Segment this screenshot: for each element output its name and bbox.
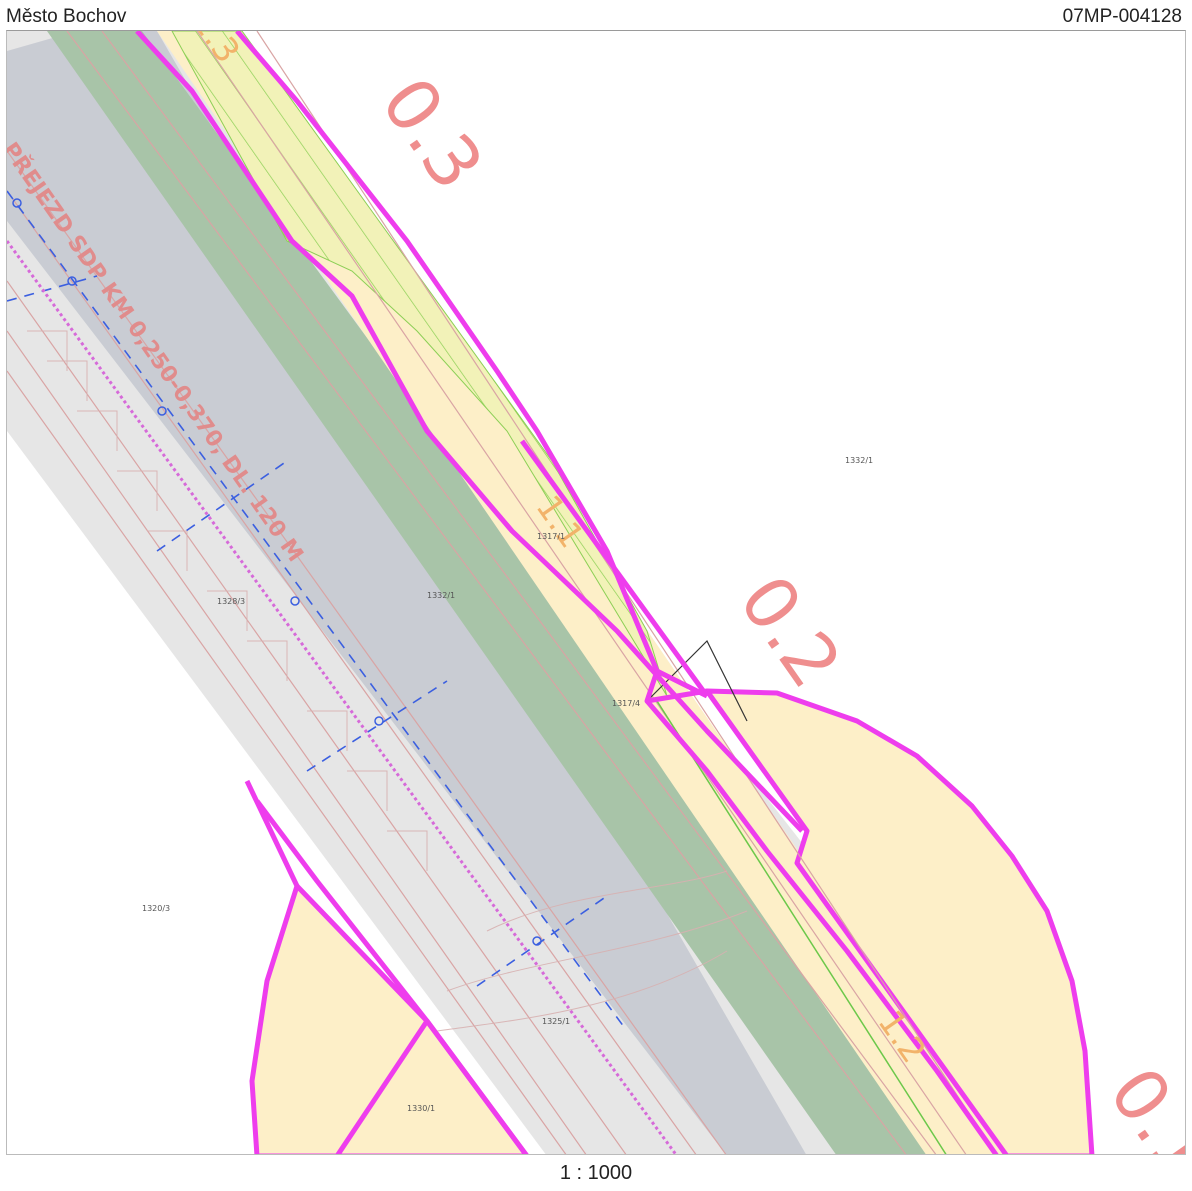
building-outline [646,639,748,722]
zone-circle-right [704,688,1095,1154]
label-zone-01: 0.1 [1093,1053,1186,1155]
parcel-label: 1330/1 [407,1104,435,1113]
label-zone-02: 0.2 [723,561,857,703]
label-zone-03: 0.3 [365,63,499,205]
parcel-label: 1325/1 [542,1017,570,1026]
parcel-label: 1332/1 [845,456,873,465]
map-canvas[interactable]: 0.3 0.2 0.1 1.1 1.2 1.3 PŘEJEZD SDP KM 0… [6,30,1186,1155]
parcel-label: 1317/4 [612,699,640,708]
header-bar: Město Bochov 07MP-004128 [0,0,1192,30]
parcel-label: 1320/3 [142,904,170,913]
rail-band [7,31,806,1154]
map-id: 07MP-004128 [1062,6,1182,27]
parcel-label: 1332/1 [427,591,455,600]
municipality-title: Město Bochov [6,6,127,27]
parcel-label: 1328/3 [217,597,245,606]
parcel-label: 1317/1 [537,532,565,541]
hatched-zone [171,31,668,697]
map-scale: 1 : 1000 [559,1162,633,1184]
